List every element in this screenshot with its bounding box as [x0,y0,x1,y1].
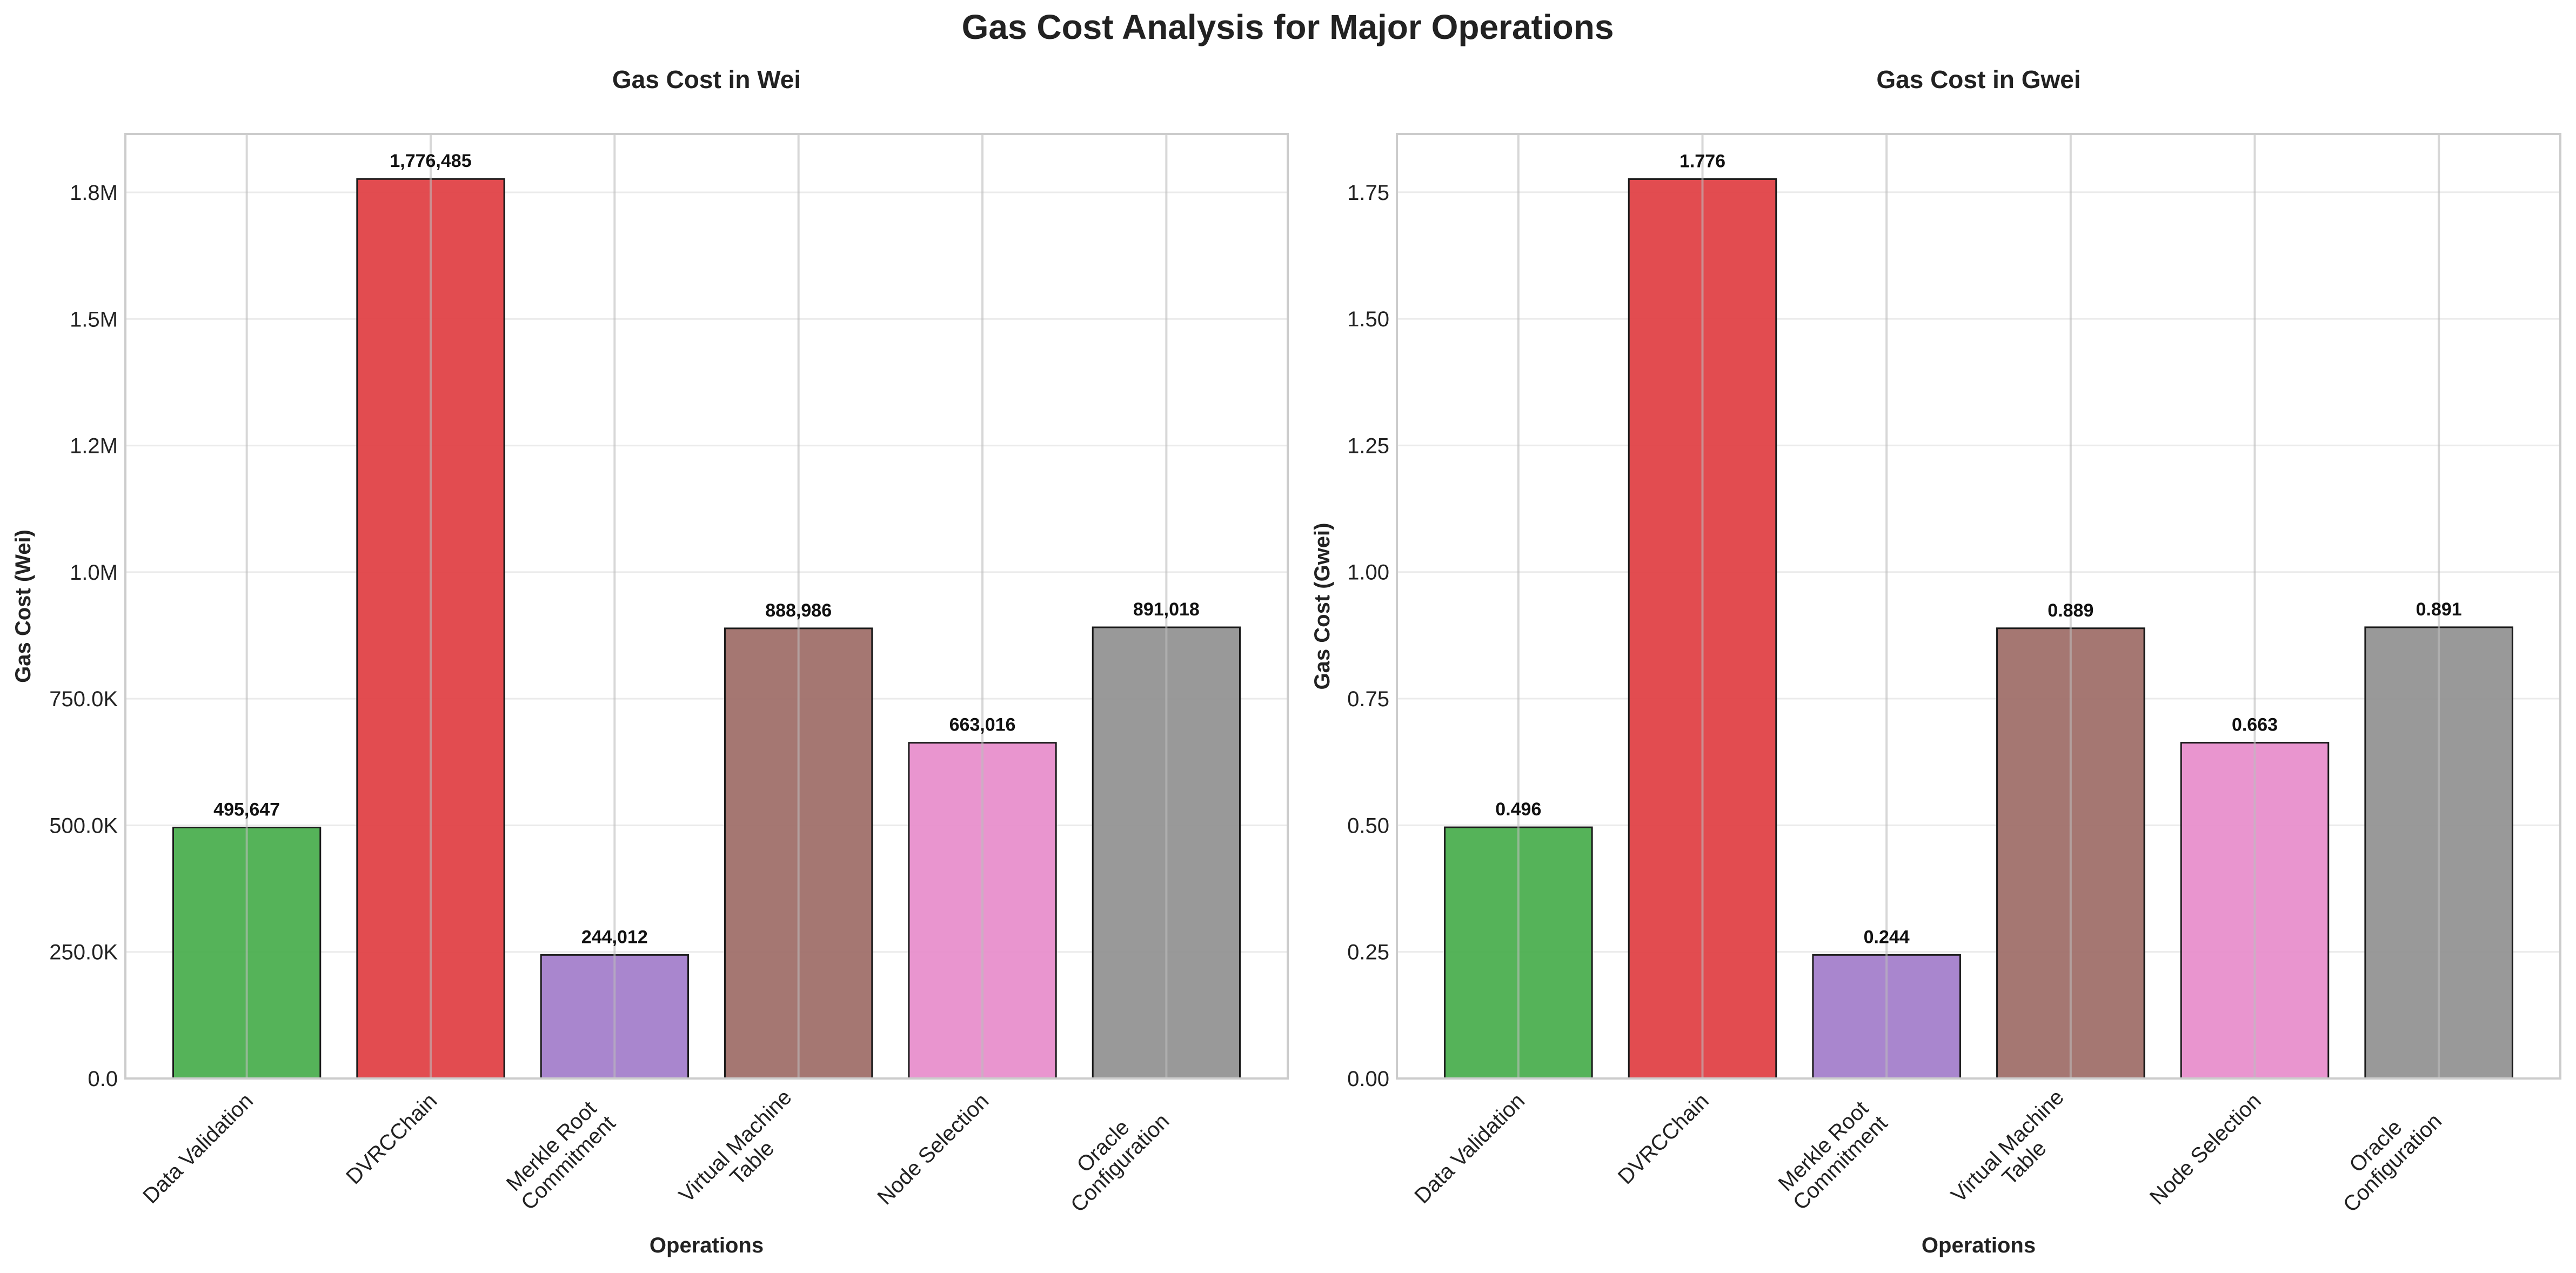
bar-value-label: 0.244 [1864,927,1910,947]
y-tick-label: 0.25 [1347,941,1389,964]
subplot-title: Gas Cost in Wei [612,65,801,93]
y-tick-label: 0.50 [1347,814,1389,838]
y-tick-label: 1.5M [70,307,118,331]
y-tick-label: 1.50 [1347,307,1389,331]
x-axis-label: Operations [650,1234,764,1257]
y-tick-label: 1.25 [1347,434,1389,458]
bar-value-label: 663,016 [949,715,1016,735]
bar-value-label: 244,012 [581,927,648,947]
bar-value-label: 1,776,485 [390,151,471,171]
y-tick-label: 500.0K [49,814,118,838]
subplot-title: Gas Cost in Gwei [1876,65,2080,93]
bar-value-label: 0.891 [2416,599,2462,620]
y-tick-label: 250.0K [49,941,118,964]
y-tick-label: 0.75 [1347,687,1389,711]
y-tick-label: 1.75 [1347,181,1389,205]
figure-title: Gas Cost Analysis for Major Operations [962,8,1614,46]
y-tick-label: 750.0K [49,687,118,711]
bar-value-label: 0.496 [1495,799,1541,820]
y-tick-label: 0.0 [88,1067,118,1091]
y-tick-label: 1.00 [1347,561,1389,585]
bar-value-label: 888,986 [765,600,832,621]
y-tick-label: 1.2M [70,434,118,458]
y-tick-label: 1.0M [70,561,118,585]
bar-value-label: 891,018 [1133,599,1200,620]
plot-frame [124,133,1289,1080]
x-axis-label: Operations [1922,1234,2036,1257]
bar-value-label: 0.663 [2232,715,2278,735]
y-tick-label: 0.00 [1347,1067,1389,1091]
bar-value-label: 495,647 [213,800,280,820]
y-tick-label: 1.8M [70,181,118,205]
bar-value-label: 0.889 [2048,600,2093,621]
plot-frame [1396,133,2561,1080]
y-axis-label: Gas Cost (Wei) [11,530,35,683]
y-axis-label: Gas Cost (Gwei) [1310,523,1334,690]
bar-value-label: 1.776 [1680,151,1725,171]
